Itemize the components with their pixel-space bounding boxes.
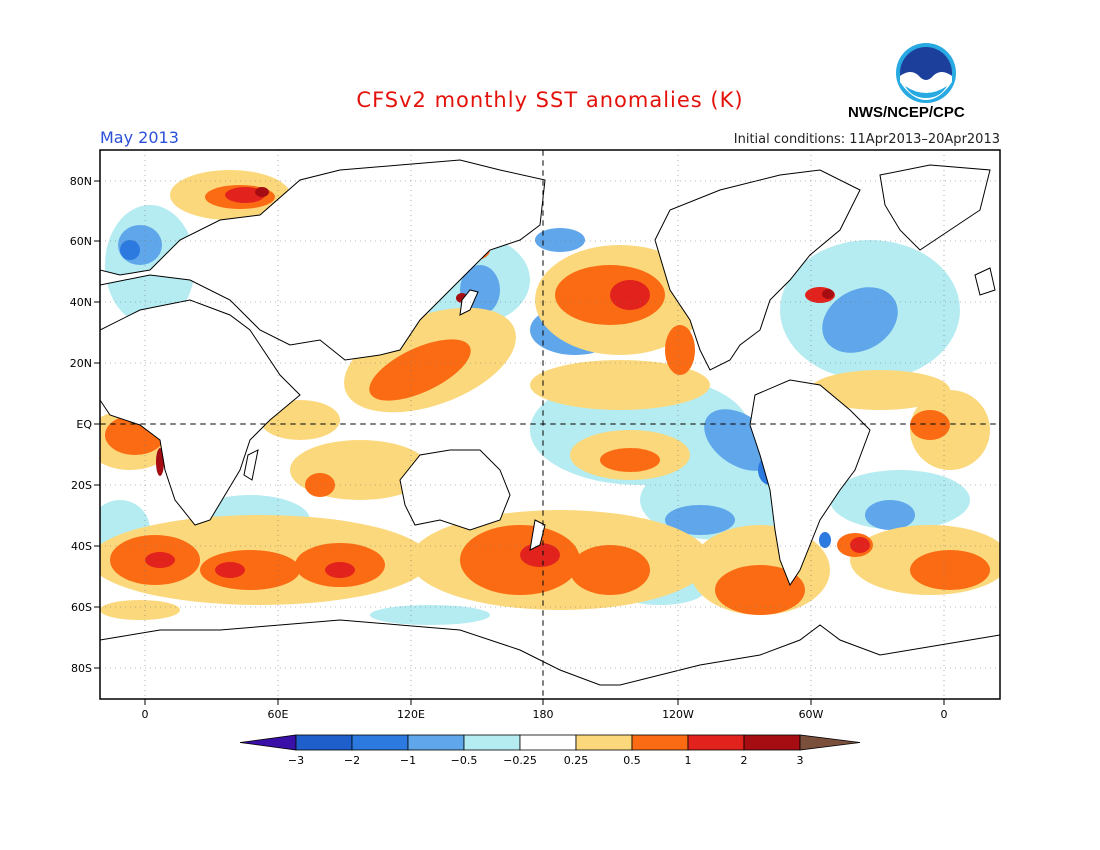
agency-label: NWS/NCEP/CPC xyxy=(848,104,965,121)
map-title: CFSv2 monthly SST anomalies (K) xyxy=(356,88,744,112)
lat-label: EQ xyxy=(76,418,92,431)
colorbar-tick-label: −0.25 xyxy=(503,754,537,767)
colorbar-tick-label: 0.5 xyxy=(623,754,641,767)
colorbar-swatch xyxy=(687,734,745,751)
lon-label: 120E xyxy=(397,708,425,721)
lon-label: 180 xyxy=(533,708,554,721)
colorbar-swatch xyxy=(463,734,521,751)
colorbar-tick-label: 3 xyxy=(797,754,804,767)
colorbar-tick-label: −0.5 xyxy=(451,754,478,767)
lat-label: 60N xyxy=(70,235,92,248)
lat-label: 40N xyxy=(70,296,92,309)
forecast-month: May 2013 xyxy=(100,128,179,147)
colorbar-swatch xyxy=(519,734,577,751)
lat-label: 80S xyxy=(71,662,92,675)
colorbar-tick-label: 0.25 xyxy=(564,754,589,767)
lat-label: 40S xyxy=(71,540,92,553)
longitude-labels: 0 60E 120E 180 120W 60W 0 xyxy=(142,699,948,721)
colorbar-swatch xyxy=(575,734,633,751)
colorbar-swatch xyxy=(743,734,801,751)
lon-label: 0 xyxy=(142,708,149,721)
lat-label: 80N xyxy=(70,175,92,188)
lon-label: 0 xyxy=(941,708,948,721)
initial-conditions: Initial conditions: 11Apr2013–20Apr2013 xyxy=(733,132,1000,147)
colorbar: −3 −2 −1 −0.5 −0.25 0.25 0.5 1 2 3 xyxy=(239,734,861,767)
lon-label: 60E xyxy=(268,708,289,721)
colorbar-swatch xyxy=(351,734,409,751)
colorbar-tick-label: 1 xyxy=(685,754,692,767)
lat-label: 60S xyxy=(71,601,92,614)
lon-label: 60W xyxy=(799,708,824,721)
colorbar-tick-label: −1 xyxy=(400,754,416,767)
colorbar-tick-label: 2 xyxy=(741,754,748,767)
colorbar-upper-arrow xyxy=(799,734,861,751)
colorbar-tick-label: −2 xyxy=(344,754,360,767)
colorbar-swatch xyxy=(407,734,465,751)
colorbar-lower-arrow xyxy=(239,734,297,751)
anomaly-field xyxy=(100,150,1000,699)
colorbar-swatch xyxy=(631,734,689,751)
colorbar-tick-label: −3 xyxy=(288,754,304,767)
lat-label: 20S xyxy=(71,479,92,492)
colorbar-swatch xyxy=(295,734,353,751)
latitude-labels: 80N 60N 40N 20N EQ 20S 40S 60S 80S xyxy=(70,175,100,675)
lat-label: 20N xyxy=(70,357,92,370)
lon-label: 120W xyxy=(662,708,694,721)
noaa-logo-icon xyxy=(896,43,956,103)
lat-lon-grid xyxy=(100,150,1000,699)
